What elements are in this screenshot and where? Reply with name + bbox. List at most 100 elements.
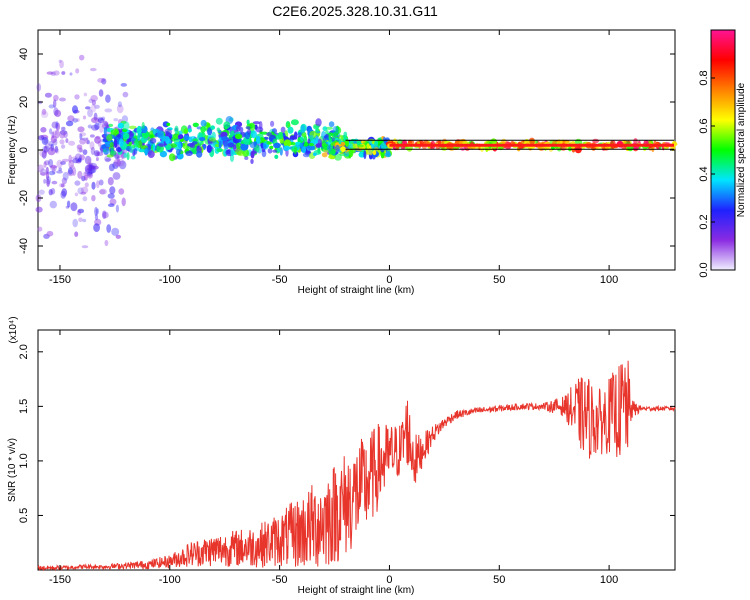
spectrogram-cell [72,167,77,176]
spectrogram-cell [141,136,145,143]
spectrogram-cell [250,158,254,164]
spectrogram-y-tick-label: 0 [18,147,30,153]
spectrogram-cell [90,67,97,72]
spectrogram-cell [91,99,96,106]
spectrogram-cell [130,155,136,160]
spectrogram-x-tick-label: 50 [493,274,505,286]
spectrogram-cell [98,179,104,186]
spectrogram-cell [58,59,62,63]
snr-series-line [37,360,676,572]
spectrogram-cell [188,136,193,143]
spectrogram-cell [385,150,391,157]
spectrogram-cell [61,71,66,75]
colorbar-tick-label: 0.6 [698,118,710,133]
spectrogram-cell [91,124,99,131]
spectrogram-cell [293,146,297,155]
colorbar-tick-label: 0.2 [698,214,710,229]
spectrogram-cell [53,94,59,102]
spectrogram-cell [95,208,100,215]
spectrogram-cell [122,91,129,98]
spectrogram-cell [189,142,196,149]
spectrogram-cell [79,133,83,141]
spectrogram-cell [39,172,48,176]
spectrogram-cell [93,223,100,233]
spectrogram-cell [72,158,80,164]
spectrogram-cell [322,126,328,132]
spectrogram-cell [221,136,229,142]
spectrogram-cell [328,155,336,159]
spectrogram-cell [166,122,171,127]
spectrogram-cell [134,139,139,148]
spectrogram-cell [202,144,206,151]
spectrogram-cell [61,188,68,197]
spectrogram-cell [114,129,119,136]
spectrogram-cell [250,151,255,159]
snr-y-tick-label: 1.0 [18,453,30,468]
spectrogram-cell [115,204,119,213]
spectrogram-cell [79,138,87,145]
spectrogram-cell [149,134,154,138]
spectrogram-cell [44,160,50,166]
colorbar-tick-label: 0.8 [698,70,710,85]
spectrogram-cell [116,155,120,164]
spectrogram-cell [65,205,70,209]
spectrogram-cell [54,129,60,139]
spectrogram-cell [301,146,307,154]
spectrogram-cell [91,117,99,124]
spectrogram-cell [40,127,47,133]
spectrogram-cell [200,119,207,127]
spectrogram-cell [50,164,57,172]
spectrogram-cell [83,92,88,97]
spectrogram-cell [74,180,81,186]
spectrogram-cell [90,146,96,156]
spectrogram-cell [109,150,117,156]
spectrogram-cell [60,183,65,188]
spectrogram-cell [101,78,107,85]
spectrogram-cell [349,148,354,158]
spectrogram-cell [215,117,223,125]
spectrogram-cell [49,128,53,135]
spectrogram-cell [120,83,128,87]
spectrogram-cell [51,167,56,174]
spectrogram-cell [48,104,55,109]
spectrogram-x-tick-label: -150 [49,274,71,286]
spectrogram-cell [128,125,137,130]
spectrogram-x-label: Height of straight line (km) [298,285,415,296]
spectrogram-cell [68,167,73,175]
spectrogram-cell [192,122,199,128]
spectrogram-cell [164,128,173,135]
spectrogram-cell [200,126,206,133]
snr-y-ticks: 0.5 1.0 1.5 2.0 [18,344,675,523]
spectrogram-cell [137,132,141,142]
spectrogram-cell [86,171,94,179]
spectrogram-cell [372,150,377,156]
spectrogram-cell [113,118,119,122]
spectrogram-cell [270,120,275,127]
spectrogram-cell [91,181,96,190]
spectrogram-cell [300,124,306,134]
spectrogram-cell [122,121,130,130]
spectrogram-cell [85,137,89,145]
spectrogram-cell [315,118,322,127]
spectrogram-cell [223,140,229,147]
spectrogram-cell [79,148,83,153]
spectrogram-cell [84,164,93,173]
spectrogram-cell [208,137,217,142]
spectrogram-cell [307,145,316,151]
spectrogram-cell [78,217,83,223]
spectrogram-cell [280,126,286,133]
spectrogram-cell [48,189,53,196]
spectrogram-cell [174,125,179,135]
spectrogram-cell [338,138,342,145]
spectrogram-cell [277,131,284,140]
spectrogram-cell [102,211,109,219]
spectrogram-cell [107,193,115,199]
snr-x-label: Height of straight line (km) [298,585,415,596]
spectrogram-cell [206,123,210,128]
spectrogram-cell [53,99,57,108]
spectrogram-panel: -150 -100 -50 0 50 100 -40 -20 0 20 40 Height of … [7,29,678,296]
spectrogram-cell [244,131,251,140]
spectrogram-cell [118,188,125,195]
spectrogram-x-tick-label: 0 [386,274,392,286]
spectrogram-cell [283,139,292,148]
